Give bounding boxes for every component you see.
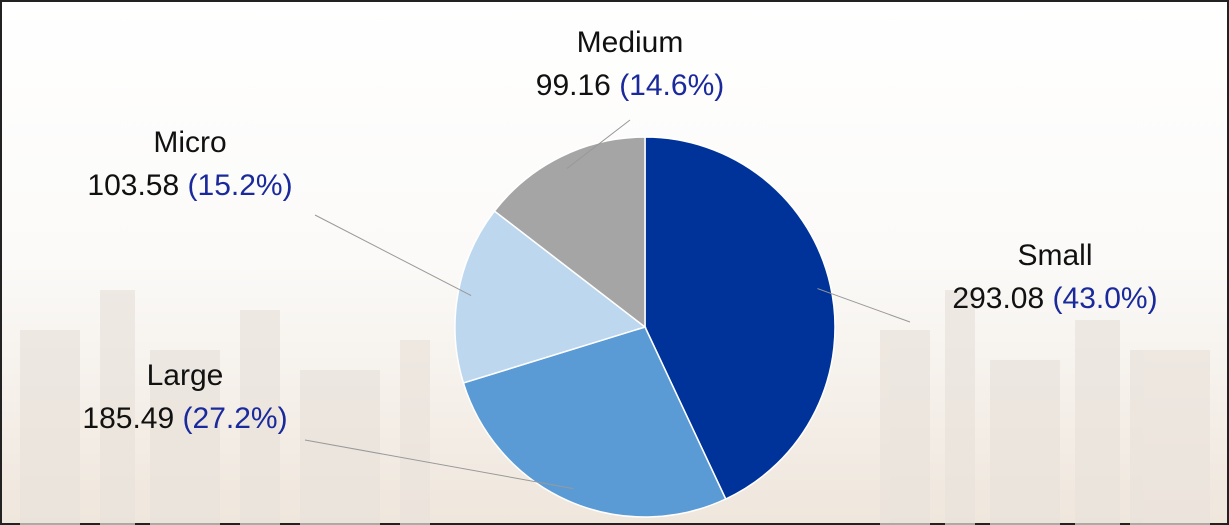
value-label: 103.58 (87, 169, 179, 202)
slice-label: Large (147, 359, 224, 392)
percent-label: (27.2%) (183, 402, 288, 435)
value-label: 99.16 (536, 69, 611, 102)
pie-slice (462, 326, 727, 518)
value-label: 293.08 (952, 282, 1044, 315)
percent-label: (14.6%) (619, 69, 724, 102)
slice-value-label: 185.49 (27.2%) (82, 402, 287, 435)
pie-slice (493, 136, 646, 329)
slice-label: Small (1017, 239, 1092, 272)
slice-value-label: 103.58 (15.2%) (87, 169, 292, 202)
skyline-background (20, 290, 1210, 525)
pie-slice (644, 136, 836, 501)
percent-label: (15.2%) (188, 169, 293, 202)
slice-label: Micro (153, 126, 226, 159)
slice-value-label: 293.08 (43.0%) (952, 282, 1157, 315)
leader-line (314, 214, 472, 297)
value-label: 185.49 (82, 402, 174, 435)
leader-line (817, 288, 911, 323)
leader-line (566, 119, 631, 169)
slice-value-label: 99.16 (14.6%) (536, 69, 724, 102)
leader-line (304, 439, 574, 490)
slice-label: Medium (577, 26, 684, 59)
percent-label: (43.0%) (1053, 282, 1158, 315)
pie-slice (454, 210, 647, 384)
